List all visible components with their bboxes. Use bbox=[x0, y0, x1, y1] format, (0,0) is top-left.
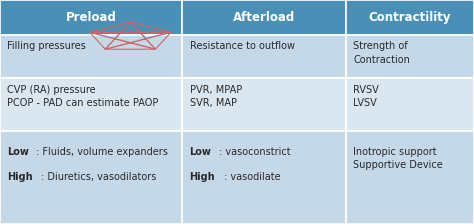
Text: : Fluids, volume expanders: : Fluids, volume expanders bbox=[36, 147, 168, 157]
Bar bbox=[346, 78, 474, 131]
Text: Inotropic support
Supportive Device: Inotropic support Supportive Device bbox=[353, 147, 443, 170]
Bar bbox=[346, 0, 474, 35]
Bar bbox=[182, 131, 346, 224]
Text: RVSV
LVSV: RVSV LVSV bbox=[353, 85, 379, 108]
Text: : vasoconstrict: : vasoconstrict bbox=[219, 147, 291, 157]
Bar bbox=[0, 35, 182, 78]
Text: Filling pressures: Filling pressures bbox=[7, 41, 86, 52]
Bar bbox=[182, 78, 346, 131]
Text: Preload: Preload bbox=[66, 11, 117, 24]
Text: High: High bbox=[190, 172, 215, 183]
Bar bbox=[346, 131, 474, 224]
Text: High: High bbox=[7, 172, 33, 183]
Text: Resistance to outflow: Resistance to outflow bbox=[190, 41, 295, 52]
Text: Low: Low bbox=[7, 147, 29, 157]
Bar bbox=[346, 35, 474, 78]
Text: Low: Low bbox=[190, 147, 211, 157]
Text: PVR, MPAP
SVR, MAP: PVR, MPAP SVR, MAP bbox=[190, 85, 242, 108]
Bar bbox=[0, 78, 182, 131]
Text: : Diuretics, vasodilators: : Diuretics, vasodilators bbox=[41, 172, 156, 183]
Text: : vasodilate: : vasodilate bbox=[224, 172, 280, 183]
Bar bbox=[0, 0, 182, 35]
Bar bbox=[0, 131, 182, 224]
Bar bbox=[182, 35, 346, 78]
Text: Afterload: Afterload bbox=[233, 11, 295, 24]
Text: CVP (RA) pressure
PCOP - PAD can estimate PAOP: CVP (RA) pressure PCOP - PAD can estimat… bbox=[7, 85, 158, 108]
Bar bbox=[182, 0, 346, 35]
Text: Strength of
Contraction: Strength of Contraction bbox=[353, 41, 410, 65]
Text: Contractility: Contractility bbox=[369, 11, 451, 24]
